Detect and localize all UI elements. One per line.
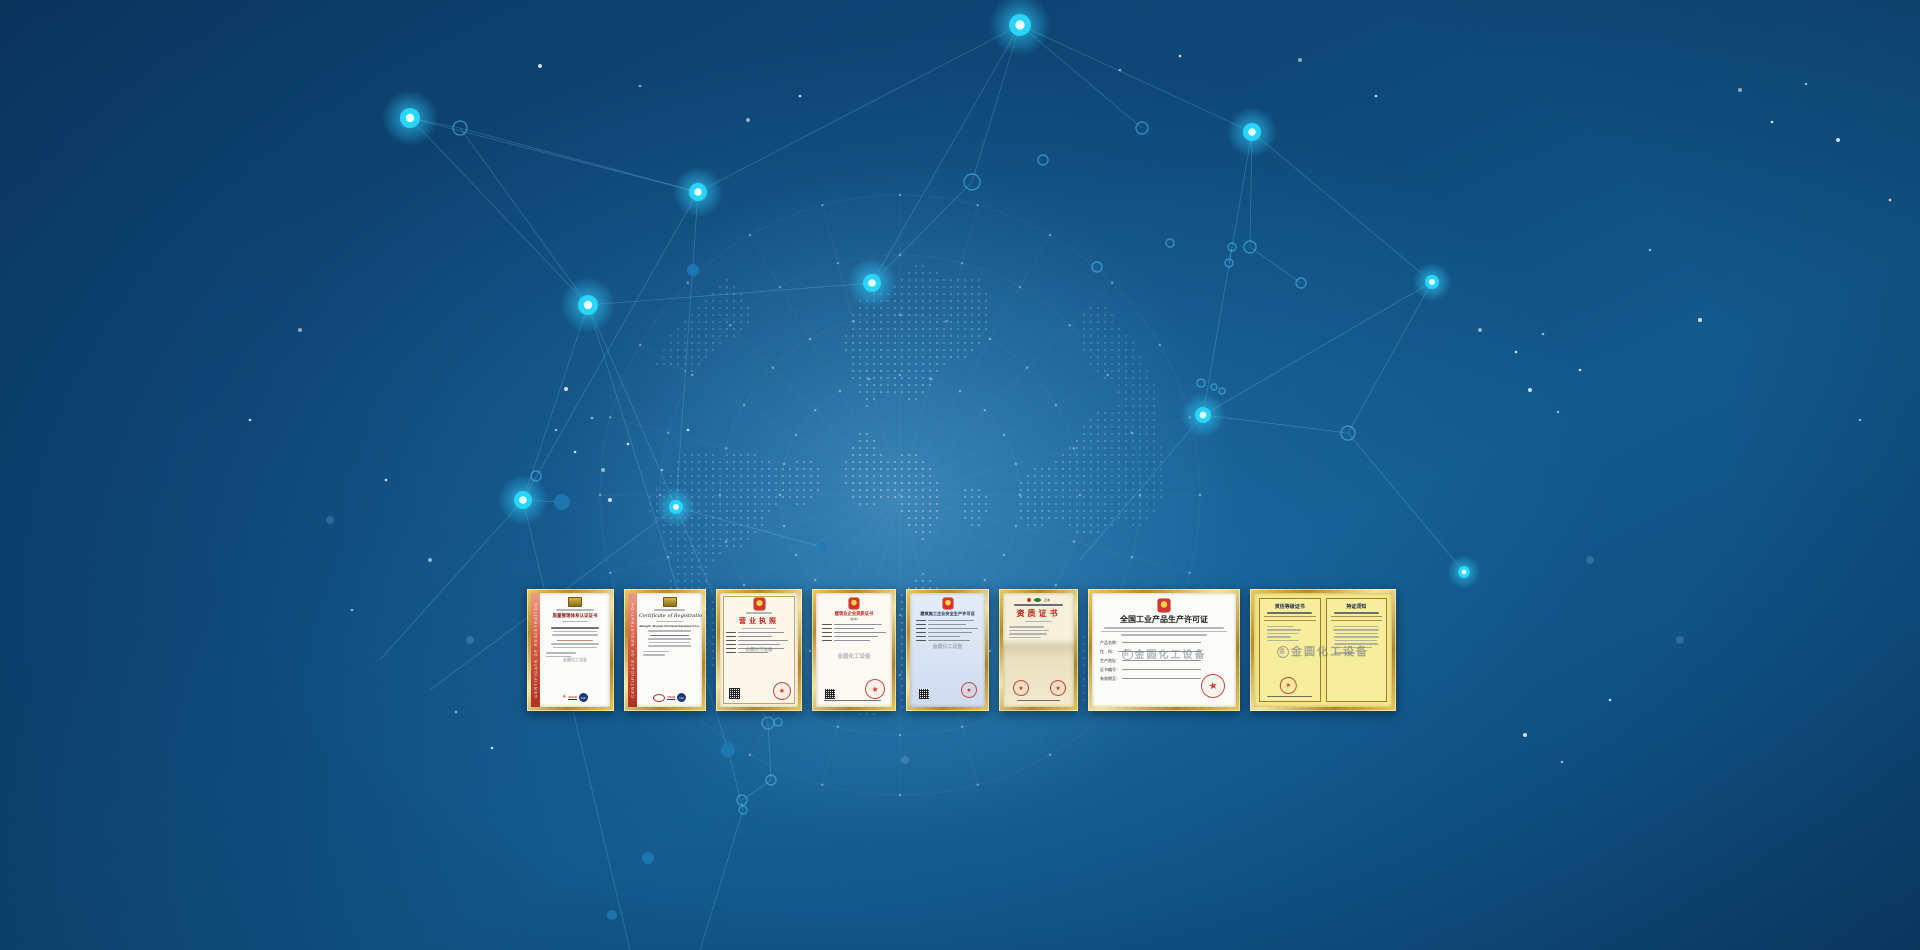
- certificate-paper: 全国工业产品生产许可证 产品名称： 住 所： 生产地址： 证书编号： 有效期至：…: [1092, 593, 1236, 707]
- edition-label: 正本: [1043, 598, 1050, 602]
- anab-logo: ANAB: [568, 695, 577, 700]
- certifier-emblem-icon: [662, 597, 677, 607]
- company-watermark: 金圆化工设备: [563, 656, 587, 662]
- company-watermark: 金圆化工设备: [932, 644, 963, 651]
- qr-code: [729, 688, 740, 699]
- official-red-seal-icon: ★: [1011, 678, 1031, 698]
- national-emblem-icon: [1158, 599, 1170, 612]
- certificate-title: 营业执照: [739, 617, 779, 625]
- certificate-association-credential[interactable]: 正本 资质证书 ★ ★: [999, 589, 1078, 711]
- certifier-emblem-icon: [568, 597, 582, 607]
- license-fields: [818, 623, 890, 641]
- license-fields: [912, 619, 983, 641]
- decorative-banner: [1264, 615, 1316, 621]
- official-red-seal-icon: ★: [1048, 678, 1068, 698]
- national-emblem-icon: [753, 598, 765, 610]
- qr-code: [919, 689, 929, 699]
- accreditation-logos: ✳ ANAB IAF: [542, 693, 608, 702]
- certificate-enterprise-qualification[interactable]: 建筑业企业资质证书 （副本） 金圆化工设备 ★: [812, 589, 896, 711]
- official-red-seal-icon: ★: [959, 680, 979, 700]
- certificate-paper: 营业执照 金圆化工设备 ★: [720, 593, 798, 707]
- license-fields: 产品名称： 住 所： 生产地址： 证书编号： 有效期至：: [1100, 640, 1201, 682]
- certificate-body: 营业执照 金圆化工设备 ★: [722, 595, 796, 705]
- certificate-production-license[interactable]: 全国工业产品生产许可证 产品名称： 住 所： 生产地址： 证书编号： 有效期至：…: [1088, 589, 1240, 711]
- association-logos: 正本: [1005, 598, 1072, 602]
- anab-logo: ANAB: [666, 695, 676, 700]
- official-red-seal-icon: ★: [1199, 672, 1227, 700]
- registration-side-band: CERTIFICATE OF REGISTRATION: [628, 593, 637, 707]
- decorative-banner: [1330, 615, 1382, 621]
- accreditation-logos: ANAB IAF: [639, 693, 700, 702]
- certificate-title: 建筑业企业资质证书: [834, 611, 874, 616]
- company-watermark: 金圆化工设备: [837, 654, 871, 661]
- credit-rating-panel: 资信等级证书 ★: [1259, 598, 1321, 702]
- certificate-body: 质量管理体系认证证书 金圆化工设备 ✳ ANAB IAF: [542, 595, 608, 705]
- certificate-panels: 资信等级证书 ★ 持证须知: [1259, 598, 1387, 702]
- registration-side-band: CERTIFICATE OF REGISTRATION: [531, 593, 540, 707]
- certificate-paper: 资信等级证书 ★ 持证须知: [1254, 593, 1392, 707]
- certificate-body: 建筑业企业资质证书 （副本） 金圆化工设备 ★: [818, 595, 890, 705]
- field-label: 生产地址：: [1100, 657, 1120, 663]
- certificate-credit-rating[interactable]: 资信等级证书 ★ 持证须知: [1250, 589, 1396, 711]
- association-logo-icon: [1033, 598, 1041, 602]
- certificate-body: Certificate of Registration Jiangyin Jin…: [639, 595, 702, 705]
- cnas-seal-icon: ✳: [562, 694, 567, 700]
- certificate-paper: CERTIFICATE OF REGISTRATION 质量管理体系认证证书 金…: [531, 593, 610, 707]
- side-band-text: CERTIFICATE OF REGISTRATION: [533, 602, 538, 698]
- national-emblem-icon: [849, 598, 859, 609]
- panel-title: 资信等级证书: [1274, 604, 1305, 610]
- registrar-seal-icon: [652, 693, 665, 702]
- certificate-qms-iso[interactable]: CERTIFICATE OF REGISTRATION 质量管理体系认证证书 金…: [527, 589, 614, 711]
- certificate-safety-production-license[interactable]: 建筑施工企业安全生产许可证 金圆化工设备 ★: [906, 589, 989, 711]
- certificate-subtitle: （副本）: [847, 617, 860, 621]
- national-emblem-icon: [942, 598, 953, 609]
- field-label: 住 所：: [1100, 648, 1116, 654]
- certificate-body: 全国工业产品生产许可证 产品名称： 住 所： 生产地址： 证书编号： 有效期至：…: [1094, 595, 1234, 705]
- certificate-title: 全国工业产品生产许可证: [1120, 615, 1208, 624]
- iaf-logo: IAF: [578, 693, 588, 702]
- iaf-logo: IAF: [677, 693, 687, 702]
- field-label: 有效期至：: [1100, 675, 1120, 681]
- certificate-paper: 正本 资质证书 ★ ★: [1003, 593, 1074, 707]
- certificate-body: 建筑施工企业安全生产许可证 金圆化工设备 ★: [912, 595, 983, 705]
- certificate-registration-en[interactable]: CERTIFICATE OF REGISTRATION Certificate …: [624, 589, 706, 711]
- certificate-title: 建筑施工企业安全生产许可证: [920, 611, 975, 616]
- certificate-body: 正本 资质证书 ★ ★: [1005, 595, 1072, 705]
- side-band-text: CERTIFICATE OF REGISTRATION: [630, 602, 635, 698]
- company-name: Jiangyin Jinyuan Chemical Equipment Co.,…: [639, 624, 700, 628]
- qr-code: [825, 689, 835, 699]
- license-fields: [722, 631, 796, 653]
- field-label: 产品名称：: [1100, 639, 1120, 645]
- certificates-row: CERTIFICATE OF REGISTRATION 质量管理体系认证证书 金…: [527, 589, 1396, 711]
- official-red-seal-icon: ★: [1278, 675, 1298, 696]
- certificate-title: 资质证书: [1016, 608, 1061, 618]
- certificate-paper: 建筑施工企业安全生产许可证 金圆化工设备 ★: [910, 593, 985, 707]
- certificate-title: 质量管理体系认证证书: [552, 612, 598, 618]
- certificate-business-license[interactable]: 营业执照 金圆化工设备 ★: [716, 589, 802, 711]
- certificate-paper: CERTIFICATE OF REGISTRATION Certificate …: [628, 593, 702, 707]
- official-red-seal-icon: ★: [771, 680, 793, 702]
- association-logo-icon: [1026, 598, 1031, 602]
- panel-title: 持证须知: [1346, 604, 1367, 610]
- certificate-paper: 建筑业企业资质证书 （副本） 金圆化工设备 ★: [816, 593, 892, 707]
- certificate-title: Certificate of Registration: [639, 612, 702, 619]
- field-label: 证书编号：: [1100, 666, 1120, 672]
- holder-notice-panel: 持证须知: [1325, 598, 1387, 702]
- official-red-seal-icon: ★: [863, 677, 887, 701]
